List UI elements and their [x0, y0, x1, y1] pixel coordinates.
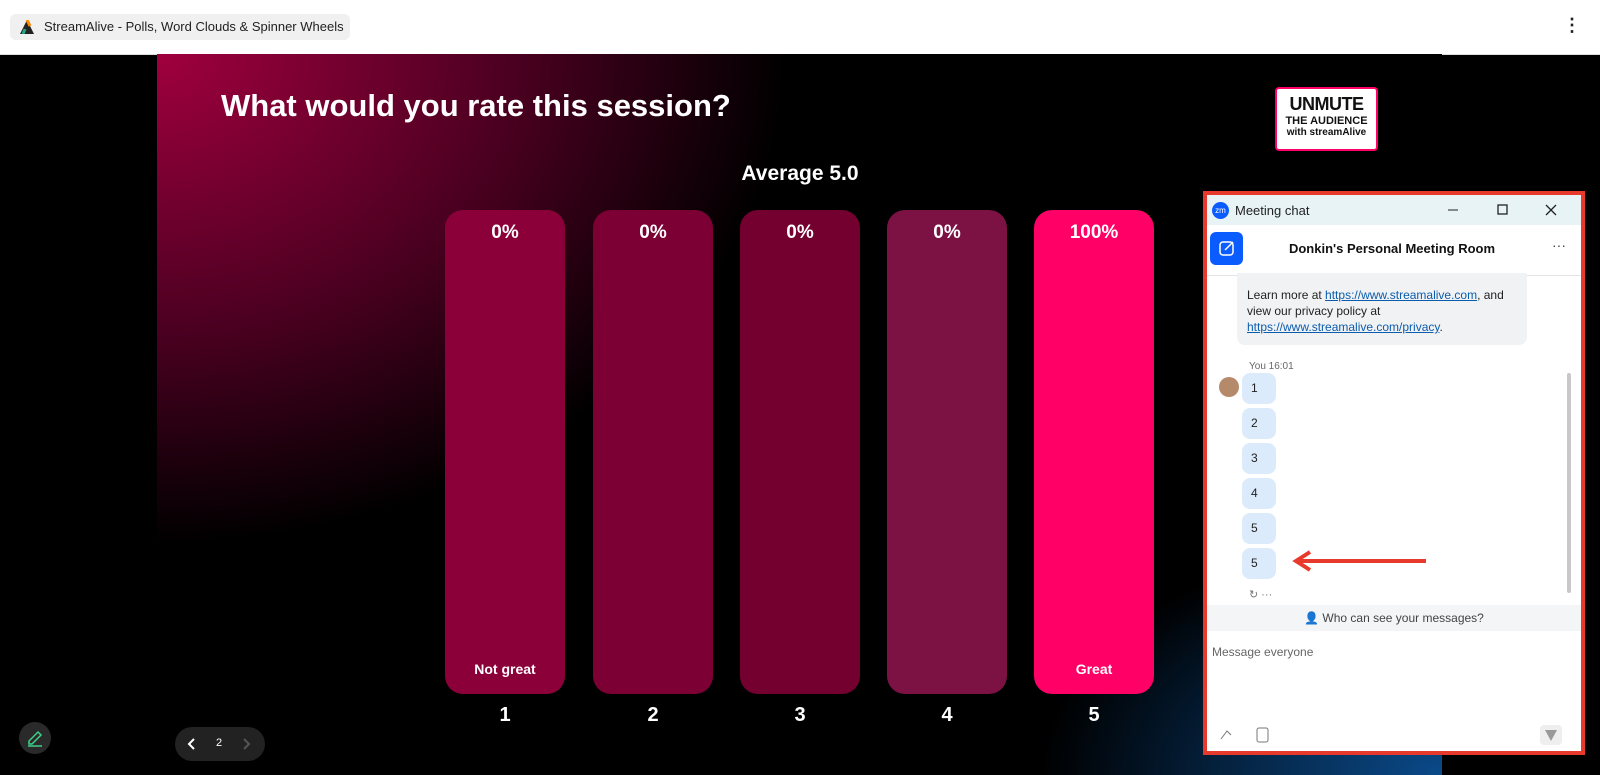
window-title: Meeting chat: [1235, 203, 1310, 218]
logo-line: with streamAlive: [1286, 127, 1367, 138]
option-bar: [1034, 210, 1154, 694]
chat-message: 3: [1242, 443, 1276, 474]
text: Learn more at: [1247, 288, 1326, 302]
avatar: [1219, 377, 1239, 397]
room-name: Donkin's Personal Meeting Room: [1288, 241, 1496, 256]
chat-window: zm Meeting chat Donkin's Personal Meetin…: [1203, 191, 1585, 755]
app-icon: zm: [1212, 202, 1229, 219]
question: What would you rate this session?: [221, 88, 731, 123]
compose-icon: [1219, 241, 1234, 256]
option-caption: Great: [1075, 661, 1113, 677]
compose-button[interactable]: [1210, 232, 1243, 265]
link[interactable]: https://www.streamalive.com/privacy: [1247, 320, 1440, 334]
option-bar: [445, 210, 565, 694]
option-label: 2: [647, 704, 659, 726]
privacy-bar[interactable]: 👤 Who can see your messages?: [1207, 605, 1581, 631]
option-percent: 0%: [491, 222, 519, 243]
text: , and view our privacy policy at: [1247, 288, 1504, 318]
message-meta: You 16:01: [1249, 361, 1294, 372]
edit-icon: [28, 730, 43, 747]
option-bar: [740, 210, 860, 694]
chat-message: 1: [1242, 373, 1276, 404]
option-bar: [887, 210, 1007, 694]
option-label: 4: [941, 704, 953, 726]
message-input[interactable]: Message everyone: [1212, 645, 1314, 659]
scrollbar: [1567, 373, 1571, 593]
menu-dots[interactable]: ⋮: [1563, 15, 1581, 35]
annotation-arrow: [1292, 550, 1426, 572]
input-toolbar[interactable]: [1217, 725, 1567, 745]
chat-message: 2: [1242, 408, 1276, 439]
privacy-text: Who can see your messages?: [1322, 611, 1484, 625]
option-label: 3: [794, 704, 806, 726]
next[interactable]: [239, 737, 253, 751]
page-number: 2: [215, 737, 223, 749]
time: 16:01: [1268, 361, 1294, 372]
room-menu[interactable]: ···: [1552, 237, 1566, 253]
link[interactable]: https://www.streamalive.com: [1325, 288, 1478, 302]
sender: You: [1249, 361, 1266, 372]
chat-titlebar: [1207, 195, 1581, 225]
window-controls[interactable]: [1442, 200, 1572, 220]
chat-message: 5: [1242, 548, 1276, 579]
option-percent: 0%: [786, 222, 814, 243]
edit-button[interactable]: [19, 722, 51, 754]
pager: 2: [175, 727, 265, 761]
browser-bar: StreamAlive - Polls, Word Clouds & Spinn…: [0, 0, 1600, 55]
chat-message: 5: [1242, 513, 1276, 544]
text: .: [1439, 320, 1443, 334]
logo-line: THE AUDIENCE: [1285, 115, 1368, 127]
option-bar: [593, 210, 713, 694]
logo-line: UNMUTE: [1289, 94, 1365, 114]
prev[interactable]: [185, 737, 199, 751]
option-percent: 0%: [639, 222, 667, 243]
logo: UNMUTE THE AUDIENCE with streamAlive: [1275, 87, 1378, 151]
tab-icon: [20, 20, 34, 34]
option-label: 1: [499, 704, 511, 726]
tab[interactable]: StreamAlive - Polls, Word Clouds & Spinn…: [10, 14, 350, 40]
option-label: 5: [1088, 704, 1100, 726]
option-percent: 100%: [1069, 222, 1119, 243]
message-actions[interactable]: ↻ ···: [1249, 589, 1273, 601]
info-message: Learn more at https://www.streamalive.co…: [1237, 273, 1527, 345]
option-caption: Not great: [474, 661, 536, 677]
average: Average 5.0: [741, 162, 859, 185]
option-percent: 0%: [933, 222, 961, 243]
chat-message: 4: [1242, 478, 1276, 509]
tab-title: StreamAlive - Polls, Word Clouds & Spinn…: [44, 19, 344, 34]
